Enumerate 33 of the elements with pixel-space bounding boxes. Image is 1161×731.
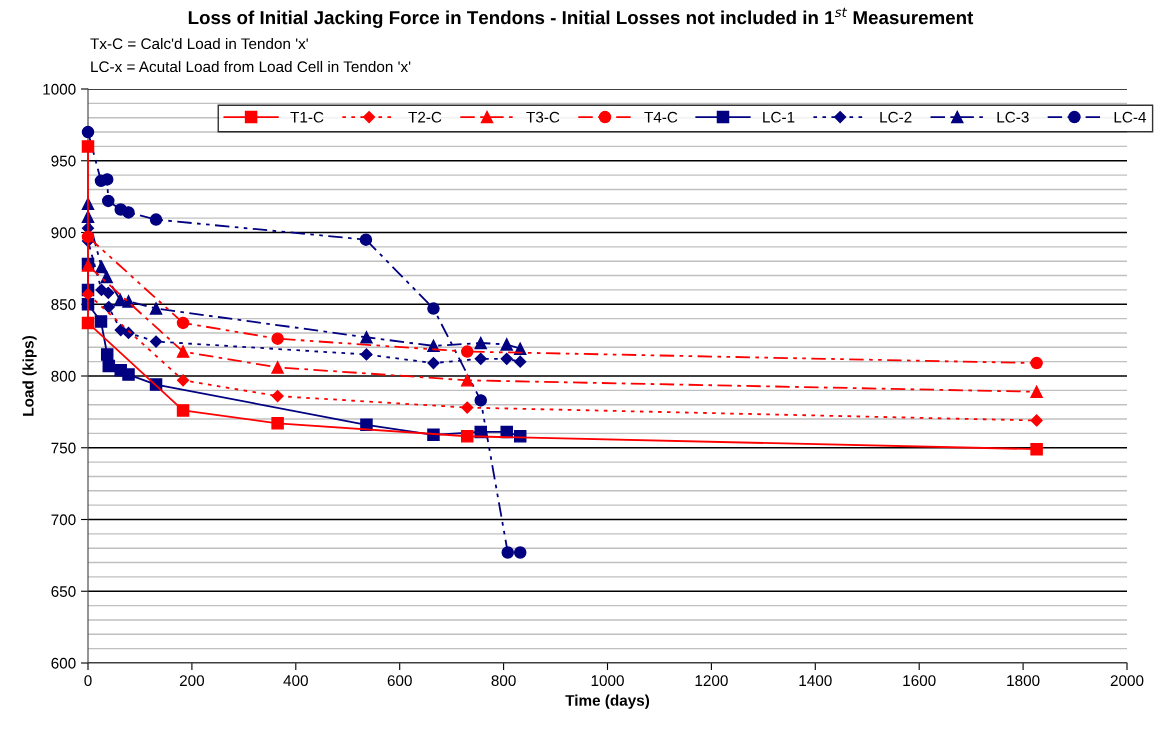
x-tick-label: 400: [283, 675, 308, 687]
x-tick-label: 600: [387, 675, 412, 687]
y-axis-title: Load (kips): [22, 336, 37, 416]
y-tick-label: 900: [51, 227, 76, 239]
text: Tx-C = Calc'd Load in Tendon 'x': [90, 37, 308, 50]
x-tick-label: 2000: [1110, 675, 1144, 687]
y-tick-label: 650: [51, 586, 76, 597]
y-tick-label: 1000: [43, 83, 76, 95]
legend-label: LC-1: [763, 111, 795, 123]
x-tick-label: 1200: [695, 675, 728, 687]
x-tick-label: 1800: [1007, 675, 1040, 687]
x-tick-label: 1400: [799, 675, 832, 687]
x-axis-title: Time (days): [565, 694, 650, 709]
y-tick-label: 950: [51, 155, 76, 167]
legend-label: LC-4: [1114, 111, 1147, 123]
legend-label: T3-C: [526, 111, 560, 123]
y-tick-label: 850: [51, 299, 76, 310]
x-tick-label: 800: [491, 675, 516, 687]
legend-label: T2-C: [408, 111, 442, 123]
legend-label: T1-C: [290, 111, 324, 123]
x-tick-label: 200: [179, 675, 205, 687]
legend-label: LC-3: [997, 111, 1029, 123]
y-tick-label: 700: [51, 514, 76, 526]
x-tick-label: 0: [84, 675, 92, 687]
y-tick-label: 750: [51, 442, 76, 454]
x-tick-label: 1600: [903, 675, 936, 687]
legend-label: T4-C: [644, 111, 678, 123]
chart-title: Loss of Initial Jacking Force in Tendons - Initial Losses not included in 1$^{st}$ Measurement: [188, 7, 974, 29]
y-tick-label: 600: [51, 657, 76, 669]
x-tick-label: 1000: [591, 675, 624, 687]
text: LC-x = Acutal Load from Load Cell in Tendon 'x': [91, 60, 411, 73]
legend-label: LC-2: [880, 111, 912, 123]
y-tick-label: 800: [51, 370, 76, 382]
